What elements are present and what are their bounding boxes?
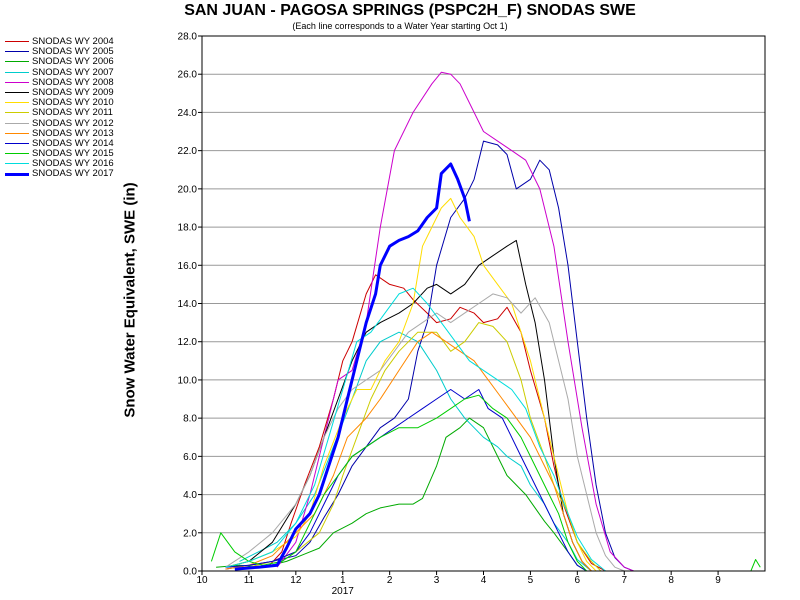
legend-item: SNODAS WY 2016 xyxy=(5,158,135,170)
series-line xyxy=(267,274,606,571)
series-line xyxy=(225,197,597,571)
series-line xyxy=(225,331,592,571)
series-line xyxy=(210,394,761,571)
legend-item: SNODAS WY 2004 xyxy=(5,36,135,47)
legend-label: SNODAS WY 2006 xyxy=(32,56,114,68)
legend-swatch xyxy=(5,81,29,83)
legend-swatch xyxy=(5,173,29,177)
legend-label: SNODAS WY 2015 xyxy=(32,148,114,160)
series-line xyxy=(225,140,634,571)
legend-swatch xyxy=(5,41,29,42)
legend-label: SNODAS WY 2007 xyxy=(32,66,114,78)
y-tick-label: 12.0 xyxy=(178,337,198,348)
y-tick-label: 24.0 xyxy=(178,108,198,119)
legend-item: SNODAS WY 2015 xyxy=(5,148,135,160)
legend-label: SNODAS WY 2017 xyxy=(32,168,114,180)
legend-label: SNODAS WY 2013 xyxy=(32,127,114,139)
legend-swatch xyxy=(5,51,29,53)
y-tick-label: 26.0 xyxy=(178,70,198,81)
x-year-label: 2017 xyxy=(332,586,355,597)
legend-label: SNODAS WY 2012 xyxy=(32,117,114,129)
plot-frame xyxy=(201,35,766,572)
chart-subtitle: (Each line corresponds to a Water Year s… xyxy=(292,21,508,31)
series-line xyxy=(225,293,625,571)
legend-label: SNODAS WY 2016 xyxy=(32,158,114,170)
legend-item: SNODAS WY 2008 xyxy=(5,76,135,88)
legend-swatch xyxy=(5,142,29,144)
x-tick-label: 3 xyxy=(434,575,440,586)
x-tick-label: 4 xyxy=(481,575,487,586)
series-line xyxy=(234,162,471,571)
legend-swatch xyxy=(5,112,29,114)
legend-swatch xyxy=(5,163,29,165)
x-tick-label: 11 xyxy=(244,575,255,586)
legend-swatch xyxy=(5,153,29,155)
legend-swatch xyxy=(5,91,29,93)
y-tick-label: 0.0 xyxy=(183,567,197,578)
x-tick-label: 5 xyxy=(528,575,534,586)
legend-item: SNODAS WY 2013 xyxy=(5,127,135,139)
legend-swatch xyxy=(5,102,29,104)
y-tick-label: 22.0 xyxy=(178,146,198,157)
x-tick-label: 10 xyxy=(196,575,208,586)
legend-item: SNODAS WY 2006 xyxy=(5,56,135,68)
y-tick-label: 18.0 xyxy=(178,223,198,234)
legend-swatch xyxy=(5,61,29,63)
legend-label: SNODAS WY 2008 xyxy=(32,76,114,88)
legend-label: SNODAS WY 2009 xyxy=(32,86,114,98)
legend-label: SNODAS WY 2005 xyxy=(32,46,114,58)
y-tick-label: 4.0 xyxy=(183,490,197,501)
legend-swatch xyxy=(5,132,29,134)
x-tick-label: 6 xyxy=(575,575,581,586)
legend-item: SNODAS WY 2007 xyxy=(5,66,135,78)
legend-item: SNODAS WY 2005 xyxy=(5,46,135,58)
legend: SNODAS WY 2004 SNODAS WY 2005 SNODAS WY 20… xyxy=(5,36,135,180)
y-tick-label: 2.0 xyxy=(183,528,197,539)
y-tick-label: 28.0 xyxy=(178,32,198,43)
series-line xyxy=(216,417,587,571)
y-tick-label: 8.0 xyxy=(183,414,197,425)
x-tick-label: 9 xyxy=(715,575,721,586)
x-tick-label: 1 xyxy=(340,575,346,586)
y-tick-label: 20.0 xyxy=(178,184,198,195)
legend-item: SNODAS WY 2010 xyxy=(5,97,135,109)
legend-item: SNODAS WY 2009 xyxy=(5,86,135,98)
series-line xyxy=(276,71,634,571)
legend-label: SNODAS WY 2014 xyxy=(32,137,114,149)
x-tick-label: 7 xyxy=(621,575,627,586)
y-tick-label: 16.0 xyxy=(178,261,198,272)
legend-swatch xyxy=(5,122,29,124)
x-tick-label: 2 xyxy=(387,575,393,586)
y-tick-label: 14.0 xyxy=(178,299,198,310)
series-line xyxy=(248,322,602,571)
y-tick-label: 10.0 xyxy=(178,375,198,386)
legend-item: SNODAS WY 2017 xyxy=(5,168,135,180)
series-line xyxy=(225,389,587,571)
legend-label: SNODAS WY 2004 xyxy=(32,36,114,47)
legend-swatch xyxy=(5,71,29,73)
chart-title: SAN JUAN - PAGOSA SPRINGS (PSPC2H_F) SNO… xyxy=(184,2,636,19)
x-tick-label: 8 xyxy=(668,575,674,586)
legend-label: SNODAS WY 2011 xyxy=(32,107,113,119)
series-line xyxy=(225,287,606,571)
legend-item: SNODAS WY 2014 xyxy=(5,137,135,149)
x-tick-label: 12 xyxy=(290,575,302,586)
legend-item: SNODAS WY 2011 xyxy=(5,107,135,119)
legend-label: SNODAS WY 2010 xyxy=(32,97,114,109)
y-tick-label: 6.0 xyxy=(183,452,197,463)
legend-item: SNODAS WY 2012 xyxy=(5,117,135,129)
